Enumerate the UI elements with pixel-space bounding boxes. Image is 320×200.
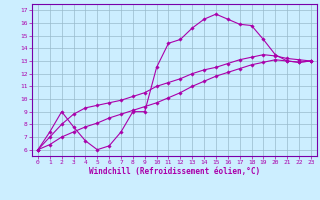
- X-axis label: Windchill (Refroidissement éolien,°C): Windchill (Refroidissement éolien,°C): [89, 167, 260, 176]
